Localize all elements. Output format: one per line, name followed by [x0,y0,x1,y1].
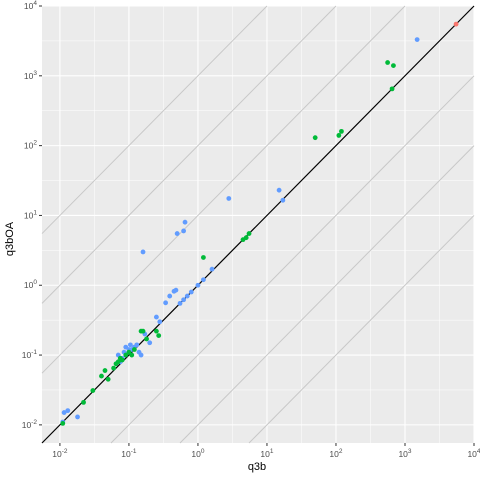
data-point [209,266,215,272]
data-point [105,376,111,382]
data-point [102,368,108,373]
data-point [174,231,180,236]
y-tick-label: 101 [24,209,37,220]
x-tick-label: 103 [398,448,411,459]
data-point [163,300,169,306]
data-point [336,133,342,138]
data-point [201,255,206,260]
data-point [182,219,188,225]
data-points [60,21,459,426]
y-axis-title: q3bOA [4,221,16,256]
data-point [123,352,129,358]
guide-line [41,5,406,374]
data-point [144,336,149,342]
data-point [156,333,162,339]
data-point [167,293,173,299]
data-point [65,408,71,414]
y-tick-label: 10-1 [22,349,38,360]
data-point [184,293,190,299]
x-axis-ticks: 10-2 10-1 100 101 102 103 104 [52,443,480,459]
y-tick-label: 104 [24,0,37,11]
grid-major [42,5,475,443]
data-point [153,314,159,320]
y-tick-label: 102 [24,140,37,151]
data-point [188,289,194,295]
y-tick-label: 100 [24,279,37,290]
data-point [339,128,344,134]
x-tick-label: 101 [260,448,273,459]
guide-line [41,5,268,234]
data-point [181,297,187,303]
data-point [131,347,137,352]
x-tick-label: 10-2 [52,448,68,459]
guide-line [248,215,475,444]
data-point [201,277,206,283]
y-axis-ticks: 10-2 10-1 100 101 102 103 104 [22,0,42,430]
grid-minor [42,6,474,443]
data-point [127,342,133,348]
x-tick-label: 100 [191,448,204,459]
data-point [246,231,252,236]
data-point [226,196,232,201]
x-tick-label: 10-1 [121,448,137,459]
data-point [276,187,282,193]
data-point [138,352,144,358]
data-point [312,135,318,141]
data-point [134,342,140,348]
data-point [75,414,80,420]
data-point [111,365,117,371]
data-point [181,228,187,234]
data-point [119,357,125,363]
y-tick-label: 10-2 [22,419,38,430]
guide-line [41,5,337,304]
reference-lines [41,5,475,444]
x-tick-label: 102 [329,448,342,459]
data-point [389,86,395,92]
data-point [153,328,159,334]
data-point [60,420,66,426]
guide-line [179,145,475,444]
data-point [177,300,183,306]
x-tick-label: 104 [467,448,480,459]
data-point [243,235,249,241]
data-point [147,340,153,346]
data-point [99,373,104,379]
data-point [453,21,459,27]
data-point [280,197,286,203]
data-point [140,328,146,334]
data-point [157,319,163,325]
data-point [140,249,146,255]
guide-line [110,75,475,444]
data-point [129,352,135,358]
data-point [81,399,86,405]
data-point [90,388,96,393]
data-point [391,63,396,69]
data-point [115,359,121,365]
y-tick-label: 103 [24,70,37,81]
data-point [61,410,67,415]
x-axis-title: q3b [248,461,266,473]
data-point [195,282,201,288]
data-point [385,60,391,65]
data-point [414,37,420,43]
data-point [173,287,179,293]
